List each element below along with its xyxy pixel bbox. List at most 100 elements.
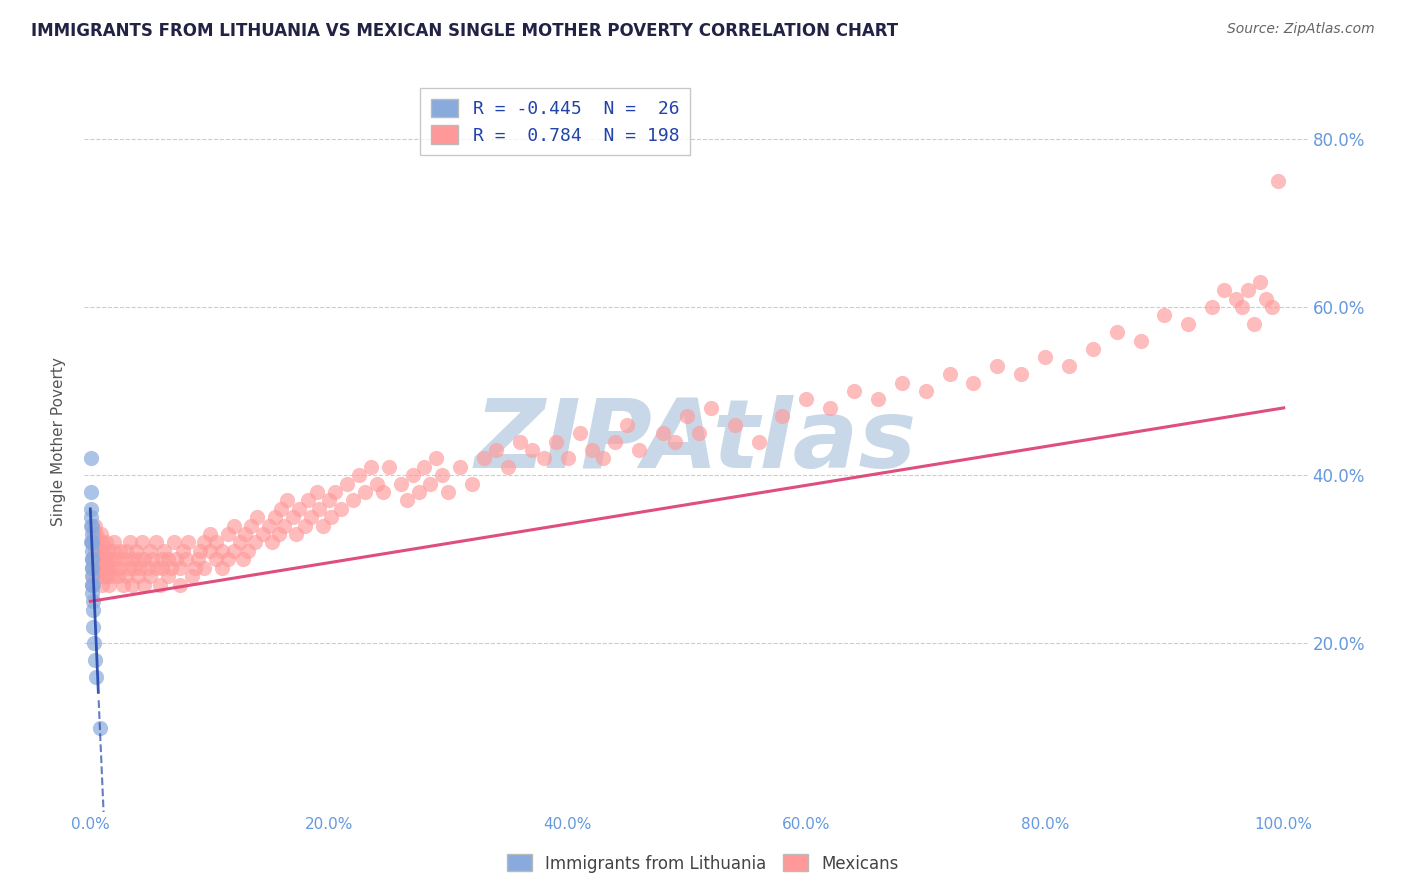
Point xyxy=(93,544,115,558)
Point xyxy=(124,560,146,574)
Point xyxy=(80,501,103,516)
Point xyxy=(83,527,105,541)
Point xyxy=(145,560,167,574)
Point xyxy=(136,560,159,574)
Point xyxy=(432,468,454,483)
Point xyxy=(139,569,162,583)
Point xyxy=(101,544,124,558)
Point xyxy=(150,560,173,574)
Point xyxy=(193,560,215,574)
Point xyxy=(240,518,263,533)
Point xyxy=(105,552,128,566)
Point xyxy=(145,535,167,549)
Point xyxy=(82,586,104,600)
Point xyxy=(169,577,191,591)
Text: ZIPAtlas: ZIPAtlas xyxy=(475,395,917,488)
Point xyxy=(82,603,104,617)
Point xyxy=(80,544,103,558)
Point xyxy=(938,368,960,382)
Point xyxy=(243,535,266,549)
Point xyxy=(204,552,226,566)
Point xyxy=(408,485,430,500)
Point xyxy=(115,544,138,558)
Point xyxy=(1010,368,1032,382)
Point xyxy=(986,359,1008,373)
Point xyxy=(581,442,603,457)
Point xyxy=(1033,351,1056,365)
Point xyxy=(1267,174,1289,188)
Point xyxy=(329,501,352,516)
Point xyxy=(389,476,412,491)
Point xyxy=(323,485,346,500)
Point xyxy=(172,544,194,558)
Point xyxy=(401,468,423,483)
Point xyxy=(108,544,131,558)
Point xyxy=(568,426,591,441)
Point xyxy=(914,384,936,398)
Point xyxy=(121,577,143,591)
Point xyxy=(628,442,651,457)
Point xyxy=(90,527,112,541)
Text: Source: ZipAtlas.com: Source: ZipAtlas.com xyxy=(1227,22,1375,37)
Point xyxy=(308,501,330,516)
Point xyxy=(267,527,290,541)
Point xyxy=(180,569,202,583)
Point xyxy=(193,535,215,549)
Point xyxy=(748,434,770,449)
Point xyxy=(127,552,149,566)
Point xyxy=(132,577,155,591)
Point xyxy=(86,552,108,566)
Point xyxy=(260,535,283,549)
Point xyxy=(283,510,305,524)
Point xyxy=(1177,317,1199,331)
Point xyxy=(84,670,107,684)
Point xyxy=(187,552,209,566)
Point xyxy=(156,552,179,566)
Point xyxy=(82,594,104,608)
Point xyxy=(252,527,274,541)
Point xyxy=(228,535,250,549)
Point xyxy=(87,535,110,549)
Point xyxy=(318,493,340,508)
Point xyxy=(312,518,335,533)
Point xyxy=(461,476,484,491)
Point xyxy=(83,636,105,650)
Point xyxy=(94,535,117,549)
Point xyxy=(87,560,110,574)
Point xyxy=(117,560,139,574)
Point xyxy=(90,552,112,566)
Point xyxy=(111,577,134,591)
Point xyxy=(1105,325,1128,339)
Point xyxy=(108,560,131,574)
Point xyxy=(520,442,543,457)
Point xyxy=(664,434,686,449)
Point xyxy=(82,569,104,583)
Point xyxy=(97,560,120,574)
Point xyxy=(153,544,176,558)
Point xyxy=(132,552,155,566)
Point xyxy=(360,459,382,474)
Point xyxy=(496,459,519,474)
Point xyxy=(93,569,115,583)
Point xyxy=(1225,292,1247,306)
Point xyxy=(169,560,191,574)
Point xyxy=(80,552,103,566)
Point xyxy=(425,451,447,466)
Point xyxy=(592,451,614,466)
Point xyxy=(84,552,107,566)
Point xyxy=(605,434,627,449)
Point xyxy=(82,577,104,591)
Point xyxy=(419,476,441,491)
Point xyxy=(156,569,179,583)
Point xyxy=(1153,309,1175,323)
Point xyxy=(160,560,183,574)
Point xyxy=(82,569,104,583)
Point xyxy=(163,535,186,549)
Point xyxy=(700,401,723,415)
Point xyxy=(131,535,153,549)
Point xyxy=(1243,317,1265,331)
Point xyxy=(288,501,311,516)
Point xyxy=(246,510,269,524)
Point xyxy=(115,569,138,583)
Point xyxy=(1129,334,1152,348)
